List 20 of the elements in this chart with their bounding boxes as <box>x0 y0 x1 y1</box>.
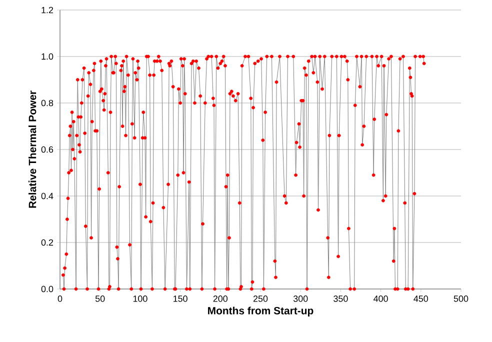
x-tick-label: 150 <box>174 296 188 302</box>
x-tick-label: 450 <box>414 296 428 302</box>
x-axis-title: Months from Start-up <box>208 306 314 316</box>
x-tick-label: 500 <box>454 296 468 302</box>
x-tick-label: 400 <box>374 296 388 302</box>
y-tick-label: 0.4 <box>41 192 54 200</box>
y-tick-label: 0.0 <box>41 286 54 292</box>
y-tick-label: 0.8 <box>41 100 54 106</box>
y-tick-label: 0.2 <box>41 239 54 246</box>
y-tick-label: 0.6 <box>41 146 54 153</box>
x-tick-label: 300 <box>293 296 308 302</box>
x-tick-label: 50 <box>95 296 105 302</box>
x-tick-label: 0 <box>58 296 62 302</box>
y-axis-title: Relative Thermal Power <box>28 90 36 208</box>
y-tick-label: 1.2 <box>42 6 54 14</box>
x-tick-label: 100 <box>133 296 148 302</box>
y-tick-label: 1.0 <box>42 53 54 60</box>
x-tick-label: 350 <box>334 296 348 302</box>
x-tick-label: 250 <box>253 296 268 302</box>
x-tick-label: 200 <box>213 296 228 302</box>
